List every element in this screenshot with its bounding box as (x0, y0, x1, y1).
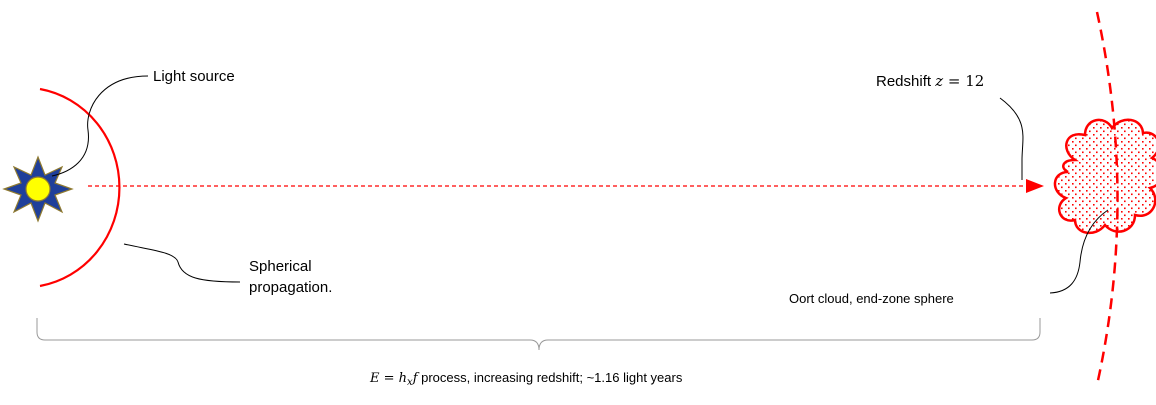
energy-process-caption: E = hxf process, increasing redshift; ~1… (369, 370, 683, 388)
leader-light-source (51, 75, 149, 177)
ray-arrowhead-icon (1026, 179, 1044, 193)
sun-star-icon (2, 155, 74, 223)
leader-oort-cloud (1049, 209, 1109, 294)
distance-brace (36, 318, 1041, 351)
redshift-label: Redshift z = 12 (876, 72, 984, 90)
end-zone-sphere-arc (1095, 11, 1119, 386)
spherical-wavefront-arc (39, 87, 121, 288)
light-source-label: Light source (153, 68, 235, 85)
oort-cloud-label: Oort cloud, end-zone sphere (789, 291, 954, 306)
leader-redshift (999, 97, 1024, 180)
spherical-propagation-label-line2: propagation. (249, 279, 332, 296)
leader-spherical-propagation (123, 243, 241, 283)
cloud-icon (1053, 118, 1156, 235)
spherical-propagation-label-line1: Spherical (249, 258, 312, 275)
